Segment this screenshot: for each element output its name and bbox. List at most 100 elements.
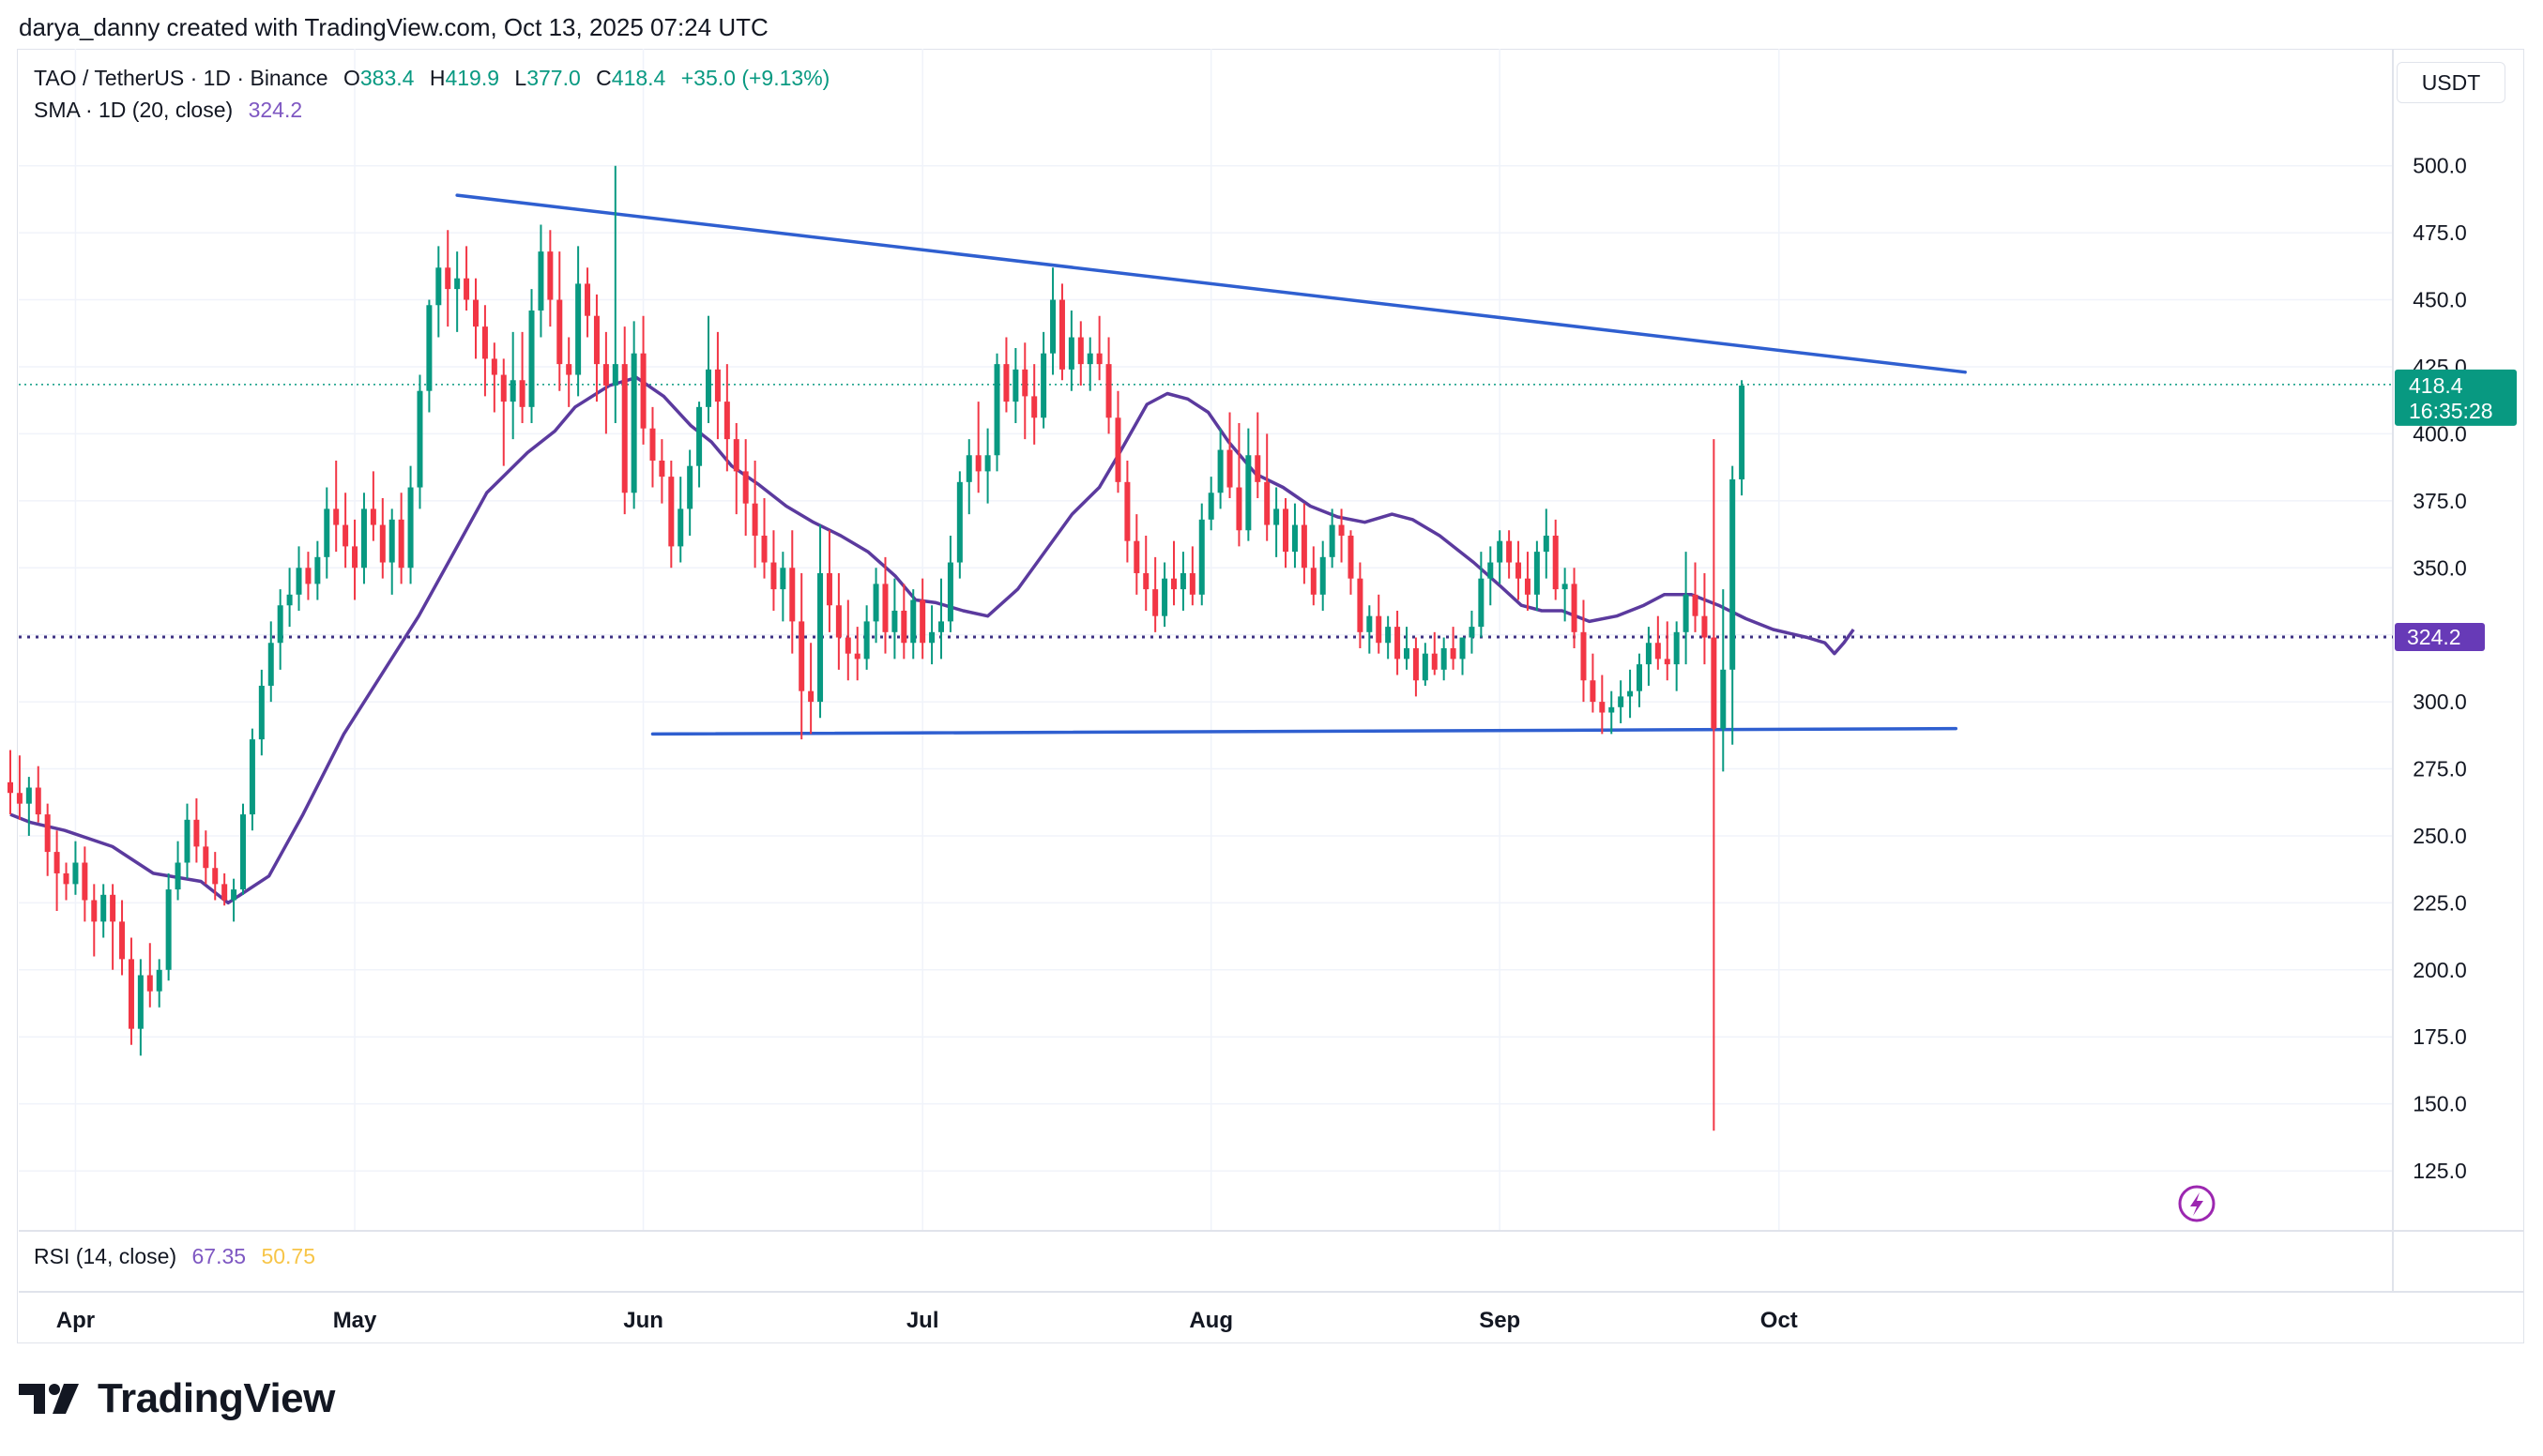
candle-body [1152, 589, 1159, 616]
candle-body [1245, 455, 1252, 531]
candle-body [277, 605, 283, 644]
candle-body [1599, 702, 1606, 713]
candle [1497, 530, 1503, 584]
lightning-icon [2190, 1192, 2203, 1216]
chart-frame [17, 49, 2524, 1343]
sma-legend-label[interactable]: SMA · 1D (20, close) [34, 98, 234, 122]
sma-price-tag-value: 324.2 [2407, 625, 2461, 649]
candle [445, 230, 451, 327]
candle [668, 460, 675, 569]
candle [1319, 540, 1326, 611]
candle [723, 364, 730, 472]
close-value: 418.4 [611, 66, 666, 90]
candle-body [72, 862, 79, 885]
candle-body [1273, 508, 1280, 525]
x-tick-label: Sep [1479, 1308, 1520, 1333]
candle [1404, 627, 1409, 670]
candle [165, 872, 172, 981]
sma-polyline [9, 375, 1855, 905]
y-tick-label: 350.0 [2413, 555, 2467, 580]
candle-body [947, 562, 953, 622]
last-price-tag [2395, 369, 2517, 426]
y-tick-label: 175.0 [2413, 1024, 2467, 1049]
candle-body [994, 364, 1000, 456]
candle-body [445, 267, 451, 290]
candle [1431, 631, 1438, 675]
candle-body [1171, 578, 1177, 590]
candle-body [258, 685, 265, 740]
candle [1376, 594, 1382, 654]
candle-body [1683, 594, 1689, 632]
candle-body [1459, 637, 1466, 660]
event-marker-icon [2178, 1185, 2216, 1222]
candle [519, 331, 525, 423]
candle [1664, 621, 1670, 681]
candle-body [742, 471, 749, 504]
candle [1608, 690, 1615, 735]
candle-body [1543, 535, 1549, 553]
candle [1226, 412, 1233, 498]
legend-rsi: RSI (14, close) 67.35 50.75 [34, 1244, 325, 1269]
candle [1058, 283, 1065, 381]
candle-body [575, 283, 582, 375]
candle-body [566, 364, 572, 375]
candle [110, 884, 116, 970]
candle-body [203, 846, 209, 869]
candle [35, 766, 41, 823]
candle [1739, 380, 1745, 496]
candle [1394, 610, 1401, 675]
candle [119, 900, 126, 976]
tradingview-logo-text: TradingView [98, 1375, 335, 1421]
candle [1729, 465, 1736, 745]
candle-body [826, 572, 832, 606]
candle-body [1412, 647, 1419, 681]
x-tick-label: Jun [623, 1308, 663, 1333]
candle [621, 326, 628, 515]
candle [82, 846, 88, 922]
candle [706, 315, 711, 423]
candle-body [1450, 647, 1456, 660]
candle-body [528, 310, 535, 407]
candle-body [146, 975, 153, 992]
candle-body [649, 428, 656, 461]
rsi-legend-label[interactable]: RSI (14, close) [34, 1244, 177, 1268]
tradingview-logo[interactable]: TradingView [19, 1375, 335, 1422]
candle-body [1608, 706, 1615, 713]
candle [324, 487, 330, 579]
candle [817, 524, 824, 719]
candle [910, 589, 917, 660]
candle-body [1645, 643, 1652, 665]
candle-body [35, 787, 41, 815]
candle-body [407, 487, 414, 569]
candle-body [1348, 535, 1354, 579]
candle-body [1561, 584, 1568, 590]
candle-body [1124, 481, 1131, 541]
candle [1087, 337, 1093, 391]
candle [1506, 530, 1513, 579]
y-tick-label: 275.0 [2413, 757, 2467, 781]
candle-body [1404, 647, 1409, 660]
candle-body [863, 621, 870, 660]
x-tick-label: Jul [906, 1308, 939, 1333]
candle-body [929, 631, 936, 644]
candle [286, 568, 293, 628]
candle [547, 230, 554, 327]
candle [975, 402, 982, 493]
candle-body [1208, 493, 1214, 520]
candle [454, 251, 461, 332]
candle [1068, 310, 1074, 391]
candle [175, 841, 181, 901]
candle-body [1440, 647, 1447, 670]
candle [1283, 497, 1289, 569]
candle [352, 519, 358, 600]
candle [1329, 508, 1335, 569]
symbol-label[interactable]: TAO / TetherUS · 1D · Binance [34, 66, 328, 90]
currency-button[interactable]: USDT [2397, 62, 2505, 103]
candle [696, 402, 703, 488]
candle-body [1264, 481, 1271, 525]
candle [379, 497, 386, 579]
candle [1152, 556, 1159, 632]
candle-body [63, 872, 69, 885]
candle-body [388, 519, 395, 563]
